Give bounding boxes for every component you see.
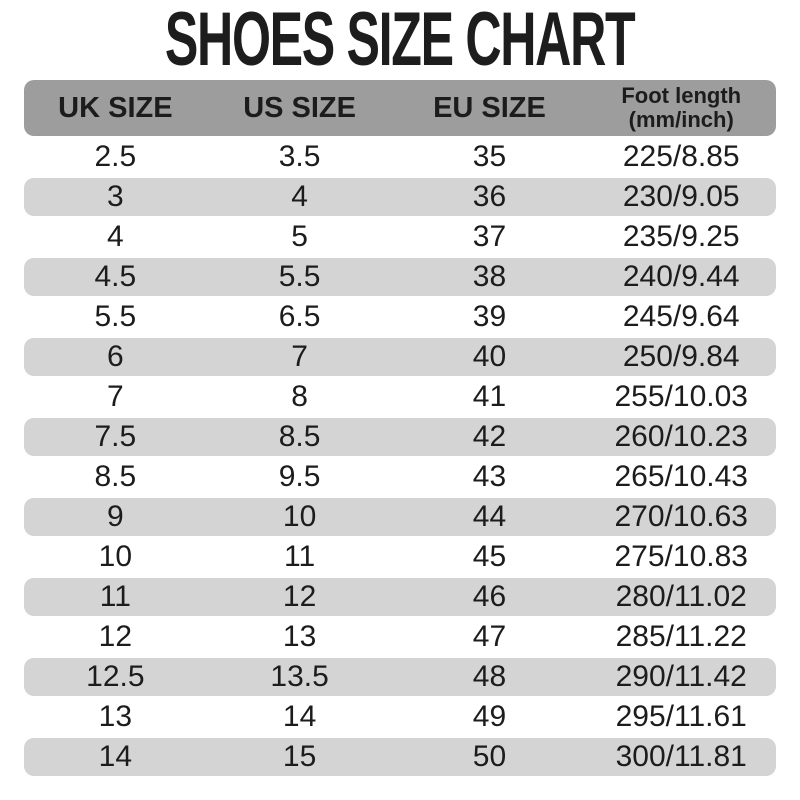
table-cell: 5.5 [278, 260, 321, 293]
table-cell: 47 [472, 620, 507, 653]
table-row: 3 4 36 230/9.05 [24, 178, 776, 216]
table-cell: 39 [472, 300, 507, 333]
table-cell: 295/11.61 [615, 700, 747, 733]
table-cell: 49 [472, 700, 507, 733]
column-header: US SIZE [207, 91, 393, 124]
table-cell: 2.5 [94, 140, 137, 173]
table-row: 2.5 3.5 35 225/8.85 [24, 138, 776, 176]
table-row: 5.5 6.5 39 245/9.64 [24, 298, 776, 336]
table-cell: 3.5 [278, 140, 321, 173]
table-cell: 11 [284, 540, 316, 573]
table-cell: 41 [472, 380, 507, 413]
table-cell: 5 [291, 220, 308, 253]
table-row: 4.5 5.5 38 240/9.44 [24, 258, 776, 296]
table-cell: 12 [98, 620, 133, 653]
table-cell: 50 [472, 740, 507, 773]
table-cell: 6.5 [278, 300, 321, 333]
table-cell: 44 [472, 500, 507, 533]
table-cell: 3 [107, 180, 124, 213]
table-cell: 4.5 [94, 260, 137, 293]
table-cell: 12.5 [86, 660, 145, 693]
table-cell: 38 [472, 260, 507, 293]
table-cell: 12 [282, 580, 317, 613]
table-row: 7 8 41 255/10.03 [24, 378, 776, 416]
table-header-row: UK SIZE US SIZE EU SIZE Foot length (mm/inch… [24, 80, 776, 136]
table-cell: 275/10.83 [614, 540, 748, 573]
table-row: 6 7 40 250/9.84 [24, 338, 776, 376]
column-header-label: US SIZE [243, 91, 356, 124]
table-cell: 4 [291, 180, 308, 213]
table-cell: 265/10.43 [614, 460, 748, 493]
table-cell: 255/10.03 [614, 380, 748, 413]
table-cell: 48 [472, 660, 507, 693]
table-cell: 8 [291, 380, 308, 413]
table-cell: 42 [472, 420, 507, 453]
page-title-text: SHOES SIZE CHART [165, 0, 636, 82]
column-header-label: Foot length [621, 82, 742, 108]
table-cell: 285/11.22 [615, 620, 747, 653]
table-cell: 4 [107, 220, 124, 253]
table-row: 7.5 8.5 42 260/10.23 [24, 418, 776, 456]
table-cell: 9 [107, 500, 124, 533]
table-cell: 40 [472, 340, 507, 373]
table-cell: 13 [98, 700, 133, 733]
table-row: 13 14 49 295/11.61 [24, 698, 776, 736]
table-body: 2.5 3.5 35 225/8.85 3 4 36 230/9.05 4 5 37 235/9.25… [24, 138, 776, 776]
table-cell: 8.5 [94, 460, 137, 493]
table-cell: 225/8.85 [622, 140, 740, 173]
table-cell: 35 [472, 140, 507, 173]
table-cell: 280/11.02 [615, 580, 747, 613]
table-cell: 46 [472, 580, 507, 613]
table-row: 14 15 50 300/11.81 [24, 738, 776, 776]
table-cell: 36 [472, 180, 507, 213]
table-cell: 14 [282, 700, 317, 733]
table-cell: 14 [98, 740, 133, 773]
table-cell: 6 [107, 340, 124, 373]
table-cell: 240/9.44 [622, 260, 740, 293]
table-cell: 300/11.81 [615, 740, 747, 773]
table-cell: 245/9.64 [622, 300, 740, 333]
column-header-label: UK SIZE [58, 91, 173, 124]
table-row: 12.5 13.5 48 290/11.42 [24, 658, 776, 696]
table-cell: 8.5 [278, 420, 321, 453]
column-header: Foot length (mm/inch) [586, 82, 776, 132]
table-cell: 250/9.84 [622, 340, 740, 373]
table-cell: 45 [472, 540, 507, 573]
table-cell: 10 [282, 500, 317, 533]
table-cell: 260/10.23 [614, 420, 748, 453]
table-row: 12 13 47 285/11.22 [24, 618, 776, 656]
table-cell: 270/10.63 [614, 500, 748, 533]
table-cell: 37 [472, 220, 507, 253]
table-cell: 43 [472, 460, 507, 493]
table-row: 9 10 44 270/10.63 [24, 498, 776, 536]
table-cell: 13 [282, 620, 317, 653]
column-header: EU SIZE [392, 91, 586, 124]
table-cell: 13.5 [270, 660, 329, 693]
table-cell: 10 [98, 540, 133, 573]
column-header-sublabel: (mm/inch) [628, 107, 734, 132]
table-cell: 230/9.05 [622, 180, 740, 213]
table-cell: 11 [99, 580, 131, 613]
table-cell: 9.5 [278, 460, 321, 493]
size-table: UK SIZE US SIZE EU SIZE Foot length (mm/inch… [24, 80, 776, 776]
table-cell: 15 [282, 740, 317, 773]
table-row: 4 5 37 235/9.25 [24, 218, 776, 256]
column-header: UK SIZE [24, 91, 207, 124]
table-row: 10 11 45 275/10.83 [24, 538, 776, 576]
table-cell: 5.5 [94, 300, 137, 333]
table-cell: 7.5 [94, 420, 137, 453]
table-row: 8.5 9.5 43 265/10.43 [24, 458, 776, 496]
column-header-label: EU SIZE [433, 91, 546, 124]
table-cell: 235/9.25 [622, 220, 740, 253]
table-cell: 7 [291, 340, 308, 373]
page-title: SHOES SIZE CHART [0, 0, 800, 80]
table-cell: 7 [107, 380, 124, 413]
table-row: 11 12 46 280/11.02 [24, 578, 776, 616]
table-cell: 290/11.42 [615, 660, 747, 693]
